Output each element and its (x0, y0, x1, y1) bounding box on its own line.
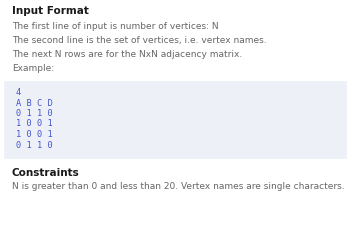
Text: 4: 4 (16, 88, 21, 97)
Text: A B C D: A B C D (16, 98, 53, 107)
Text: 0 1 1 0: 0 1 1 0 (16, 109, 53, 118)
Text: The first line of input is number of vertices: N: The first line of input is number of ver… (12, 22, 219, 31)
Text: The next N rows are for the NxN adjacency matrix.: The next N rows are for the NxN adjacenc… (12, 50, 242, 59)
Text: Example:: Example: (12, 64, 54, 73)
Text: 1 0 0 1: 1 0 0 1 (16, 130, 53, 139)
FancyBboxPatch shape (4, 81, 346, 158)
Text: N is greater than 0 and less than 20. Vertex names are single characters.: N is greater than 0 and less than 20. Ve… (12, 182, 345, 191)
Text: 1 0 0 1: 1 0 0 1 (16, 120, 53, 129)
Text: 0 1 1 0: 0 1 1 0 (16, 140, 53, 149)
Text: Input Format: Input Format (12, 6, 89, 16)
Text: The second line is the set of vertices, i.e. vertex names.: The second line is the set of vertices, … (12, 36, 267, 45)
Text: Constraints: Constraints (12, 168, 80, 178)
